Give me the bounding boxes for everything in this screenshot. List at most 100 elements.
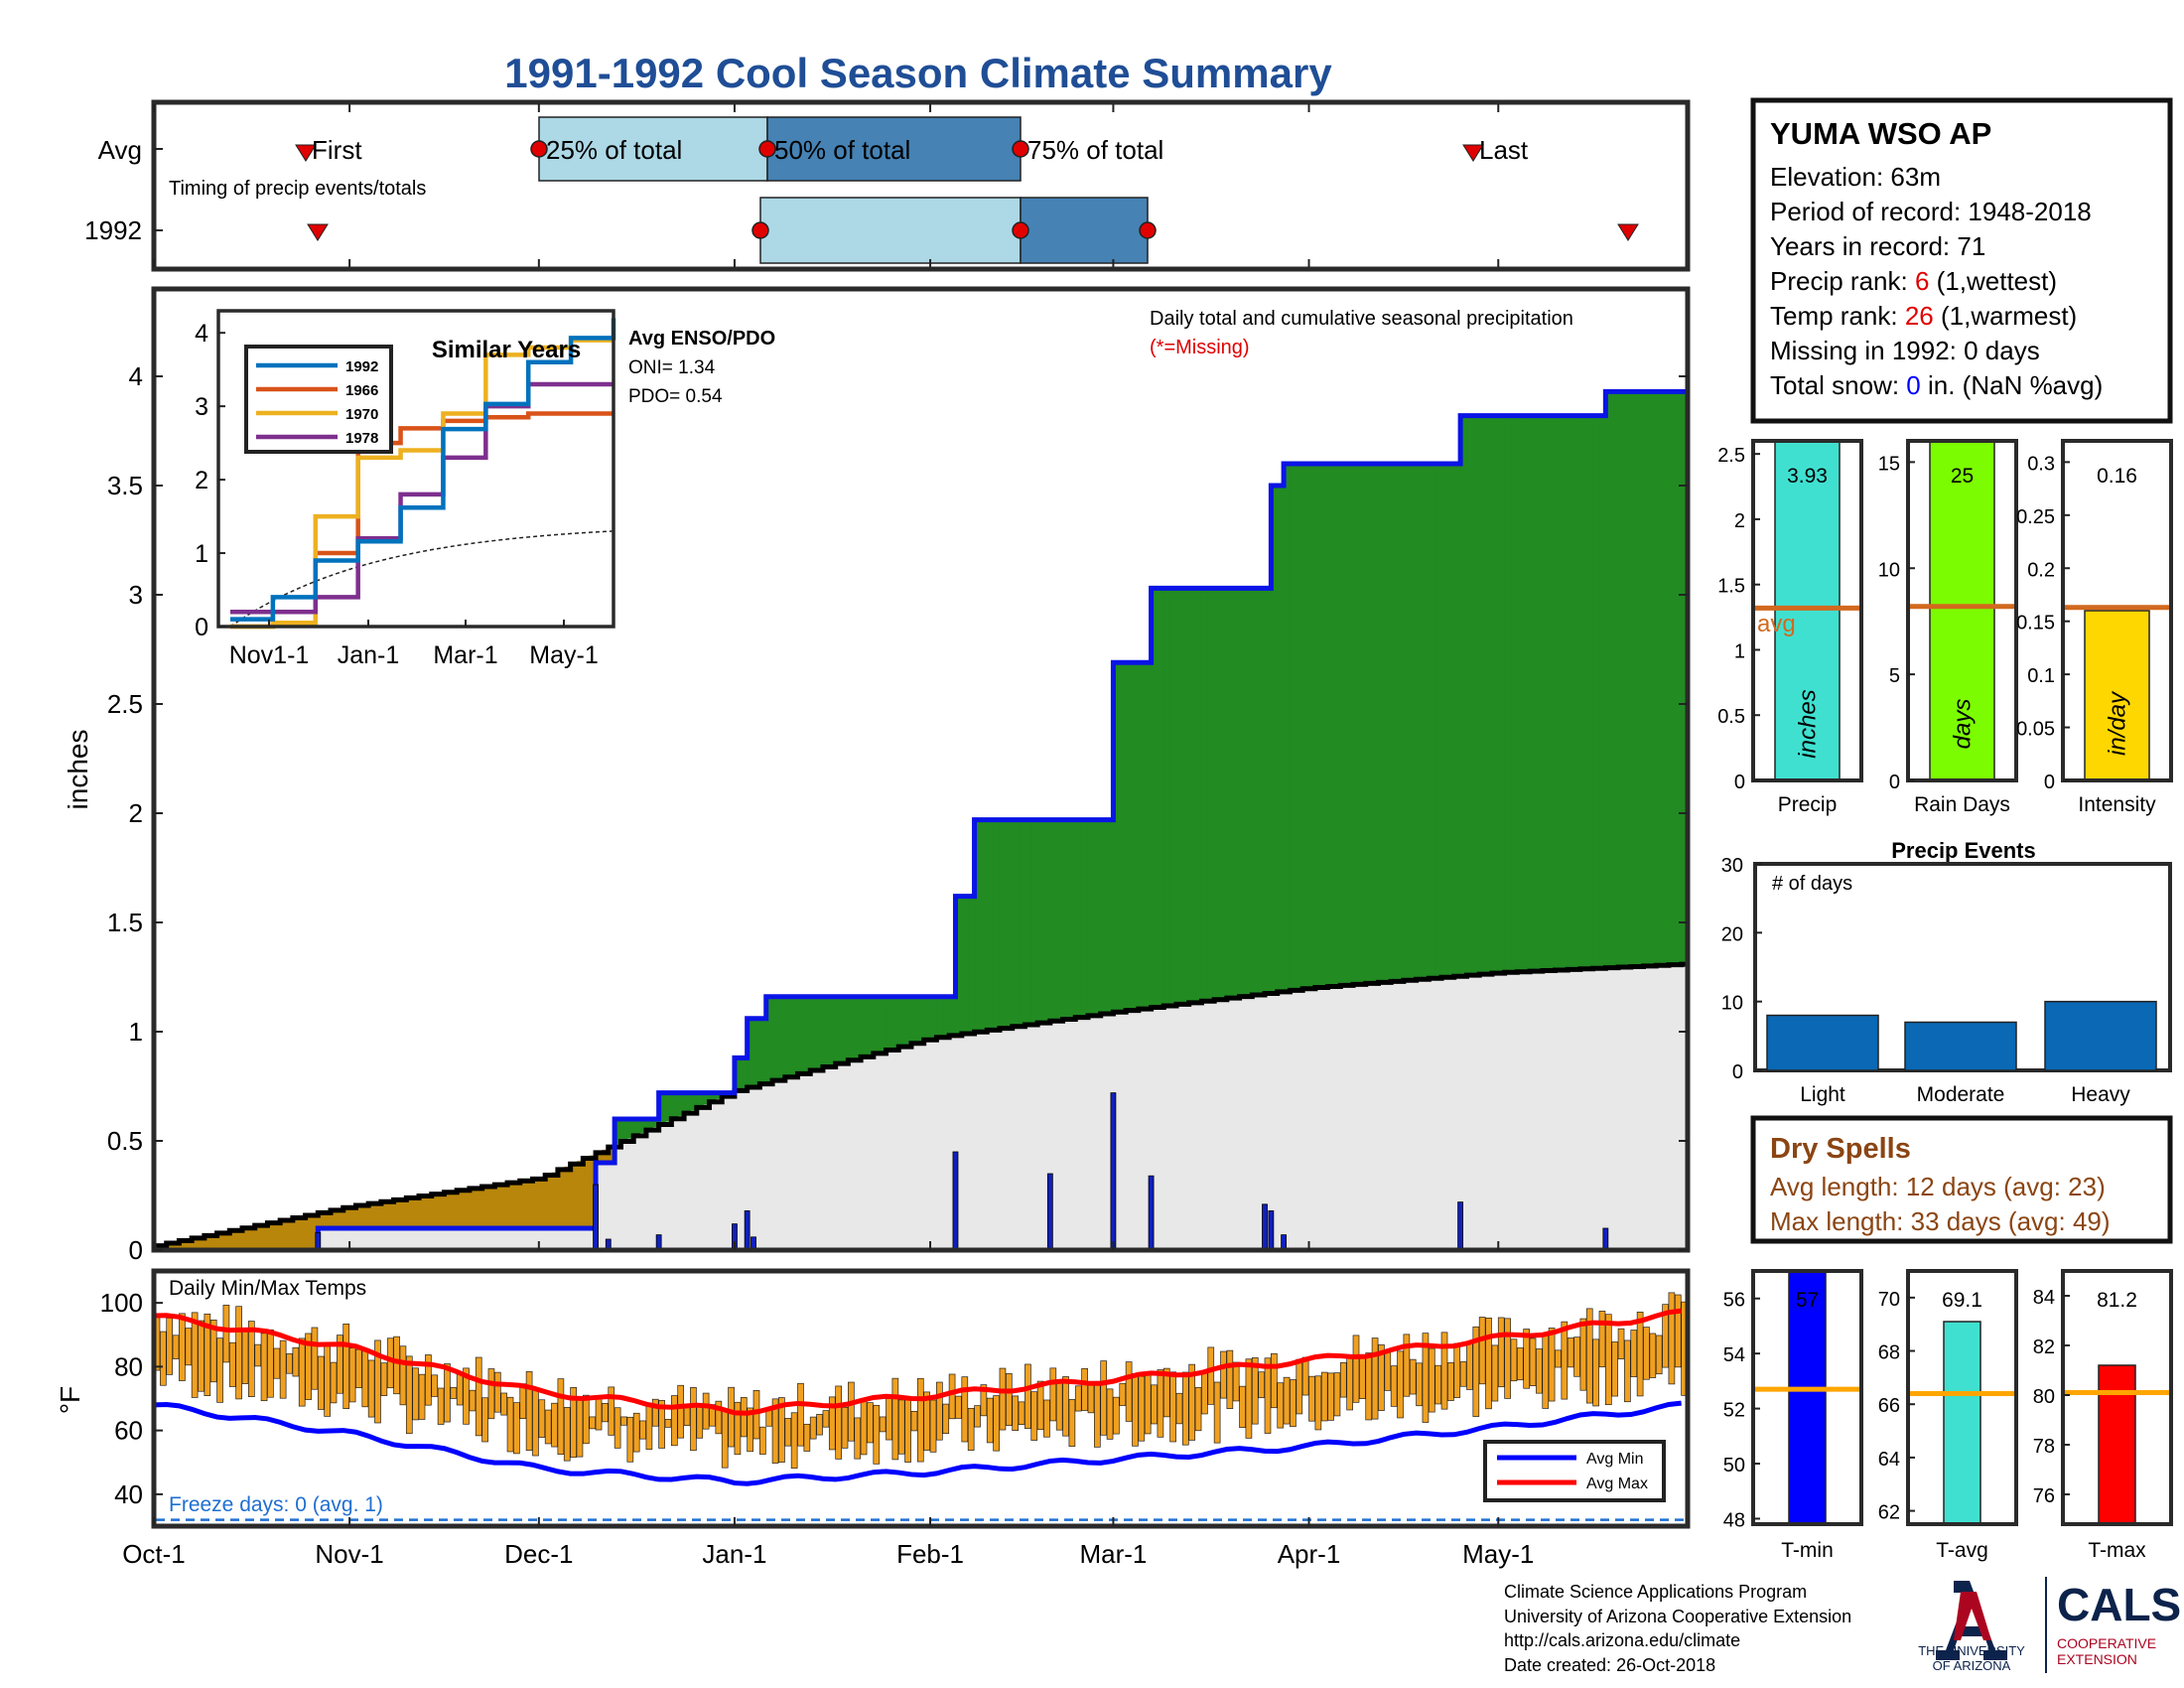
above-average-fill [1068,819,1076,1019]
freeze-days: Freeze days: 0 (avg. 1) [169,1493,383,1516]
station-missing: Missing in 1992: 0 days [1770,336,2040,365]
events-bars: Light Moderate Heavy 0 10 20 30 [1721,855,2157,1106]
above-average-fill [1637,391,1645,967]
above-average-fill [715,1092,723,1099]
precip-ytick-label: 2 [1734,510,1745,532]
below-average-fill [526,1180,534,1228]
inset-legend-label: 1966 [345,382,378,399]
tavg-ytick-label: 68 [1878,1342,1900,1364]
daily-temp-bar [1258,1371,1265,1399]
above-average-fill [1107,819,1115,1014]
daily-temp-bar [380,1362,388,1396]
event-bar-light [1766,1014,1879,1071]
daily-temp-bar [778,1397,785,1463]
month-label: May-1 [1462,1539,1534,1569]
below-average-fill [261,1223,269,1250]
daily-temp-bar [532,1388,539,1457]
daily-temp-bar [664,1418,672,1428]
below-average-fill [254,1225,262,1250]
above-average-fill [867,996,875,1055]
below-average-fill [342,1207,350,1228]
daily-temp-bar [860,1399,868,1456]
daily-temp-bar [1592,1338,1599,1407]
tmin-ytick-label: 50 [1723,1455,1745,1477]
above-average-fill [968,896,976,1034]
timing-panel: Avg 1992 Timing of precip events/totals … [84,99,1691,272]
precip-avg-label: avg [1757,611,1796,637]
below-average-fill [596,1152,604,1163]
above-average-fill [1062,819,1070,1020]
ua-logo: THE UNIVERSITY OF ARIZONA [1918,1581,2025,1673]
above-average-fill [1378,464,1386,983]
daily-temp-bar [513,1402,520,1455]
above-average-fill [1555,415,1563,970]
daily-temp-bar [904,1399,911,1463]
above-average-fill [930,996,937,1039]
daily-temp-bar [1624,1339,1631,1403]
daily-temp-bar [1157,1369,1164,1438]
rain_days-frame [1906,439,2018,782]
daily-temp-bar [204,1313,211,1396]
daily-temp-bar [897,1399,905,1455]
daily-temp-bar [955,1395,962,1419]
intensity-bar [2084,610,2150,781]
above-average-fill [734,1057,742,1091]
daily-temp-bar [1169,1371,1176,1443]
daily-temp-bar [790,1412,798,1469]
footer-line-3: http://cals.arizona.edu/climate [1504,1630,1740,1650]
inset-ytick-label: 4 [195,320,208,348]
above-average-fill [696,1092,704,1108]
daily-temp-bar [1049,1367,1057,1422]
daily-temp-bar [974,1405,981,1428]
above-average-fill [652,1119,660,1128]
daily-temp-bar [816,1414,823,1436]
daily-temp-bar [1239,1385,1246,1429]
daily-temp-bar [463,1367,470,1425]
above-average-fill [741,1057,749,1089]
avg-max-legend-label: Avg Max [1586,1476,1648,1492]
above-average-fill [797,996,805,1074]
dry-spells-frame [1750,1115,2173,1244]
below-average-fill [412,1196,420,1228]
tavg-ytick-label: 64 [1878,1449,1900,1471]
daily-temp-bar [1005,1372,1013,1426]
daily-temp-bar [1440,1332,1448,1410]
daily-temp-bar [1416,1362,1423,1407]
daily-temp-bar [1125,1361,1133,1422]
daily-temp-bar [506,1396,514,1453]
temp-ylabel: °F [55,1386,85,1414]
above-average-fill [1226,588,1234,999]
daily-temp-bar [1296,1358,1303,1415]
daily-temp-bar [1459,1361,1467,1387]
below-average-fill [179,1240,187,1250]
events-title: Precip Events [1891,838,2036,863]
daily-temp-bar [891,1377,899,1461]
above-average-fill [1416,464,1424,980]
daily-precip-bar [1110,1092,1117,1251]
above-average-fill [1012,819,1020,1027]
inset-average-line [229,530,614,628]
above-average-fill [1630,391,1638,967]
above-average-fill [1024,819,1032,1025]
daily-temp-bar [1162,1367,1170,1418]
timing-row-avg: Avg [98,135,142,165]
daily-temp-bar [172,1335,180,1359]
above-average-fill [1681,391,1689,965]
below-average-fill [438,1193,446,1228]
seasonal-temp-panels: 48 50 52 54 56 57 T-min 62 64 66 68 70 69.1 T-avg 76 78… [1723,1269,2173,1562]
precip-ytick-label: 0.5 [107,1126,143,1156]
daily-temp-bar [721,1410,729,1469]
daily-temp-bar [570,1387,577,1459]
above-average-fill [1284,464,1292,992]
above-average-fill [1056,819,1064,1021]
coop-text-1: COOPERATIVE [2057,1635,2156,1651]
inset-axes: 0 1 2 3 4 Nov1-1 Jan-1 Mar-1 May-1 [195,320,599,669]
daily-temp-bar [185,1328,193,1366]
above-average-fill [829,996,837,1065]
daily-temp-bar [525,1371,533,1451]
daily-temp-bar [1529,1337,1537,1387]
precip-ytick-label: 3 [129,580,143,610]
above-average-fill [1359,464,1367,984]
above-average-fill [1277,486,1285,992]
above-average-fill [658,1092,666,1125]
